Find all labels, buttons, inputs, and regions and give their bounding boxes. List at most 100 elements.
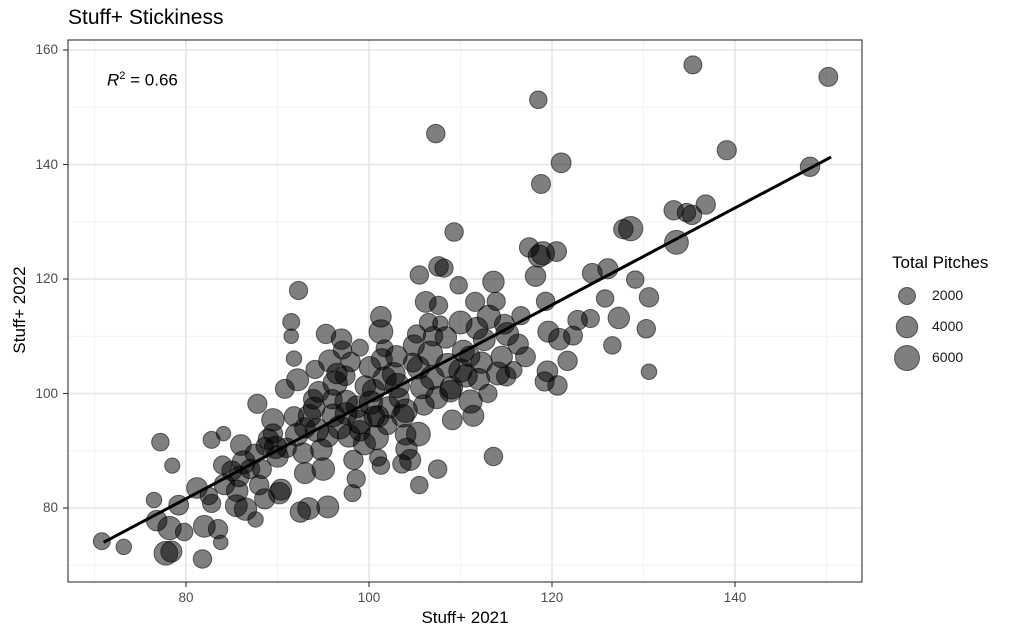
data-point [213,534,229,551]
data-point [640,363,658,380]
data-point [192,549,213,569]
y-tick-label: 80 [42,500,58,515]
r2-superscript: 2 [119,70,126,82]
data-point [486,291,506,311]
legend-key-circle [895,315,919,339]
data-point [595,289,615,308]
data-point [160,540,183,563]
data-point [311,457,336,481]
data-point [405,421,431,447]
legend-title: Total Pitches [892,253,989,272]
data-point [681,204,703,226]
data-point [247,393,268,414]
data-point [230,434,252,456]
data-point [385,345,408,368]
data-point [247,511,264,528]
data-point [392,454,412,474]
data-point [529,90,548,110]
data-point [212,455,233,475]
data-point [467,367,491,391]
data-point [547,375,568,396]
panel-border [67,39,863,583]
data-point [557,350,578,372]
x-tick-label: 140 [723,590,747,605]
data-point [326,362,348,385]
legend-key-circle [898,287,916,305]
data-point [439,376,464,400]
data-point [695,194,716,215]
data-point [683,55,703,75]
data-point [409,265,430,285]
data-point [428,295,449,315]
data-point [550,152,572,174]
data-point [496,366,517,387]
data-point [322,389,343,410]
legend-keys [894,287,920,371]
data-point [636,319,656,339]
data-point [370,305,392,328]
data-point [371,456,391,475]
data-point [422,326,444,347]
data-point [270,478,293,501]
data-point [330,328,353,350]
data-point [316,495,340,519]
data-point [716,140,737,161]
data-point [434,258,454,278]
chart-title: Stuff+ Stickiness [68,6,224,29]
data-point [462,404,485,427]
x-tick-label: 120 [540,590,564,605]
data-point [427,459,448,479]
data-points [92,55,839,569]
axis-ticks [63,49,736,587]
data-point [288,280,309,301]
data-point [603,336,622,355]
data-point [340,351,361,373]
data-point [302,396,326,420]
y-tick-label: 140 [35,156,58,172]
data-point [282,312,301,331]
data-point [145,491,163,509]
data-point [536,360,559,383]
data-point [92,532,111,551]
data-point [607,306,631,330]
data-point [638,287,660,308]
data-point [285,350,303,367]
data-point [297,497,321,521]
legend-label-6000: 6000 [932,349,964,365]
r2-value: = 0.66 [125,70,178,90]
y-tick-label: 160 [35,42,58,57]
r2-symbol: R [107,70,120,90]
data-point [151,432,170,452]
data-point [478,383,498,404]
legend-key-circle [894,345,920,371]
y-axis-label: Stuff+ 2022 [10,266,29,354]
data-point [483,446,504,467]
data-point [115,538,133,556]
data-point [531,173,552,194]
data-point [546,241,568,262]
x-tick-label: 100 [357,590,381,605]
data-point [618,216,644,242]
x-tick-label: 80 [178,590,194,605]
y-tick-label: 120 [35,271,58,286]
data-point [524,265,547,287]
data-point [410,475,429,495]
legend-label-4000: 4000 [932,318,964,334]
data-point [164,457,181,474]
data-point [393,398,418,423]
data-point [366,405,390,428]
data-point [515,346,536,368]
data-point [316,425,339,448]
data-point [626,270,645,289]
data-point [818,66,839,87]
y-tick-label: 100 [35,385,58,401]
data-point [482,270,505,294]
legend-label-2000: 2000 [932,287,964,303]
data-point [426,123,446,144]
data-point [444,222,464,242]
data-point [215,425,232,442]
r-squared-annotation: R2 = 0.66 [107,70,178,91]
x-axis-label: Stuff+ 2021 [421,608,509,627]
data-point [449,276,468,295]
